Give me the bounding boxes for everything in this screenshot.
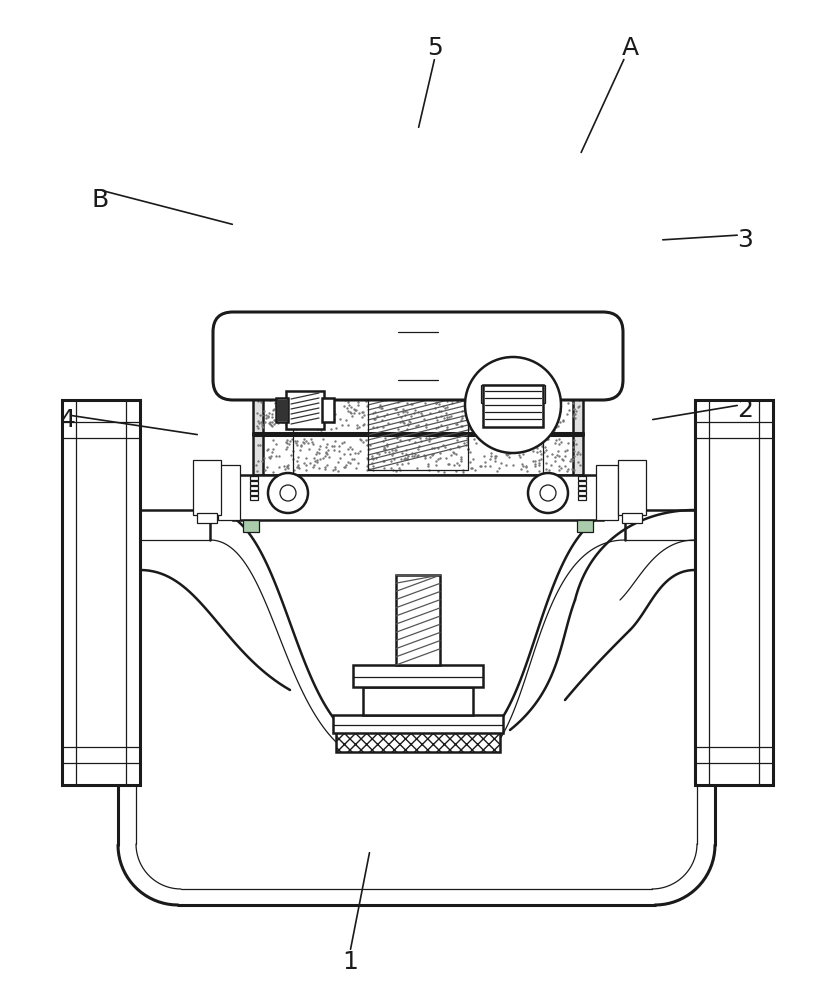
Bar	[695, 400, 773, 785]
Text: 5: 5	[428, 36, 443, 60]
Bar	[322, 398, 334, 422]
Bar	[250, 491, 258, 495]
Bar	[578, 476, 586, 480]
Bar	[250, 481, 258, 485]
Bar	[368, 385, 468, 470]
Text: 4: 4	[60, 408, 76, 432]
Bar	[353, 665, 483, 687]
Bar	[233, 475, 603, 520]
Bar	[596, 465, 618, 520]
Bar	[578, 491, 586, 495]
Bar	[263, 380, 573, 475]
FancyBboxPatch shape	[213, 312, 623, 400]
Bar	[481, 385, 545, 403]
Bar	[333, 715, 503, 733]
Circle shape	[540, 485, 556, 501]
Bar	[197, 513, 217, 523]
Bar	[578, 486, 586, 490]
Bar	[622, 513, 642, 523]
Bar	[193, 460, 221, 515]
Text: B: B	[91, 188, 109, 212]
Text: 3: 3	[737, 228, 753, 252]
Bar	[62, 400, 140, 785]
Bar	[578, 496, 586, 500]
Circle shape	[465, 357, 561, 453]
Bar	[250, 476, 258, 480]
Text: A: A	[621, 36, 639, 60]
Bar	[276, 398, 288, 422]
Bar	[336, 732, 500, 752]
Bar	[253, 435, 583, 475]
Bar	[250, 496, 258, 500]
Circle shape	[280, 485, 296, 501]
Bar	[578, 481, 586, 485]
Text: 2: 2	[737, 398, 753, 422]
Bar	[251, 482, 257, 487]
Bar	[286, 391, 324, 429]
Bar	[218, 465, 240, 520]
Bar	[396, 575, 440, 665]
Circle shape	[268, 473, 308, 513]
Bar	[251, 487, 257, 492]
Bar	[363, 687, 473, 715]
Bar	[251, 492, 257, 497]
Bar	[618, 460, 646, 515]
Bar	[253, 393, 583, 433]
Text: 1: 1	[342, 950, 358, 974]
Circle shape	[528, 473, 568, 513]
Bar	[277, 400, 287, 420]
Bar	[243, 520, 259, 532]
Bar	[483, 385, 543, 427]
Bar	[250, 486, 258, 490]
Bar	[577, 520, 593, 532]
Bar	[251, 477, 257, 482]
Bar	[398, 332, 438, 380]
